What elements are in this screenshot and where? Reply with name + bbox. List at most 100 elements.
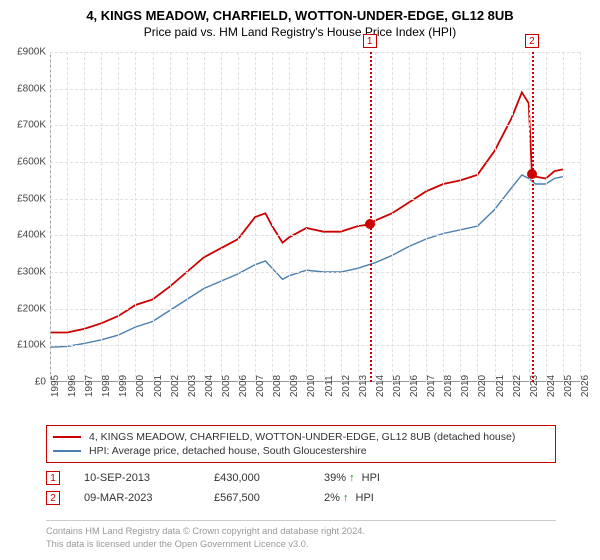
sale-date: 10-SEP-2013	[84, 472, 214, 484]
y-tick-label: £200K	[17, 303, 46, 314]
gridline-h	[50, 272, 580, 273]
gridline-v	[238, 52, 239, 382]
chart-title-address: 4, KINGS MEADOW, CHARFIELD, WOTTON-UNDER…	[0, 0, 600, 23]
x-tick-label: 2016	[409, 375, 420, 397]
footer-line: Contains HM Land Registry data © Crown c…	[46, 525, 556, 538]
legend-label: 4, KINGS MEADOW, CHARFIELD, WOTTON-UNDER…	[89, 431, 515, 443]
gridline-v	[84, 52, 85, 382]
sale-number-badge: 1	[46, 471, 60, 485]
gridline-h	[50, 125, 580, 126]
x-tick-label: 2026	[580, 375, 591, 397]
y-tick-label: £400K	[17, 230, 46, 241]
sale-number-badge: 2	[46, 491, 60, 505]
gridline-v	[495, 52, 496, 382]
gridline-v	[272, 52, 273, 382]
sale-marker-badge: 1	[363, 34, 377, 48]
x-tick-label: 1998	[101, 375, 112, 397]
x-tick-label: 2025	[563, 375, 574, 397]
gridline-h	[50, 52, 580, 53]
x-tick-label: 1996	[67, 375, 78, 397]
sale-guideline	[370, 52, 372, 382]
legend-swatch	[53, 450, 81, 452]
gridline-v	[101, 52, 102, 382]
gridline-h	[50, 89, 580, 90]
gridline-v	[135, 52, 136, 382]
x-tick-label: 2007	[255, 375, 266, 397]
x-tick-label: 2017	[426, 375, 437, 397]
x-tick-label: 2020	[477, 375, 488, 397]
x-tick-label: 2012	[341, 375, 352, 397]
gridline-v	[118, 52, 119, 382]
gridline-v	[375, 52, 376, 382]
footer-attribution: Contains HM Land Registry data © Crown c…	[46, 520, 556, 550]
gridline-v	[187, 52, 188, 382]
footer-line: This data is licensed under the Open Gov…	[46, 538, 556, 551]
gridline-v	[546, 52, 547, 382]
gridline-v	[221, 52, 222, 382]
y-tick-label: £0	[35, 377, 46, 388]
sales-table: 1 10-SEP-2013 £430,000 39% ↑ HPI 2 09-MA…	[46, 468, 556, 508]
x-tick-label: 2008	[272, 375, 283, 397]
gridline-v	[255, 52, 256, 382]
x-tick-label: 2000	[135, 375, 146, 397]
gridline-h	[50, 235, 580, 236]
y-tick-label: £900K	[17, 47, 46, 58]
sales-row: 1 10-SEP-2013 £430,000 39% ↑ HPI	[46, 468, 556, 488]
gridline-h	[50, 345, 580, 346]
x-tick-label: 2018	[443, 375, 454, 397]
sale-price: £567,500	[214, 492, 324, 504]
gridline-v	[153, 52, 154, 382]
gridline-v	[324, 52, 325, 382]
x-tick-label: 2004	[204, 375, 215, 397]
sale-point-marker	[527, 169, 537, 179]
y-tick-label: £100K	[17, 340, 46, 351]
x-tick-label: 2019	[460, 375, 471, 397]
gridline-v	[426, 52, 427, 382]
gridline-h	[50, 162, 580, 163]
x-tick-label: 1997	[84, 375, 95, 397]
x-tick-label: 2011	[324, 375, 335, 397]
x-tick-label: 2001	[153, 375, 164, 397]
gridline-v	[529, 52, 530, 382]
gridline-v	[409, 52, 410, 382]
x-tick-label: 2010	[306, 375, 317, 397]
up-arrow-icon: ↑	[343, 492, 349, 504]
gridline-v	[341, 52, 342, 382]
x-tick-label: 1999	[118, 375, 129, 397]
sale-price: £430,000	[214, 472, 324, 484]
x-tick-label: 2021	[495, 375, 506, 397]
sales-row: 2 09-MAR-2023 £567,500 2% ↑ HPI	[46, 488, 556, 508]
x-tick-label: 2003	[187, 375, 198, 397]
legend-label: HPI: Average price, detached house, Sout…	[89, 445, 367, 457]
gridline-v	[289, 52, 290, 382]
legend-item: 4, KINGS MEADOW, CHARFIELD, WOTTON-UNDER…	[53, 430, 549, 444]
up-arrow-icon: ↑	[349, 472, 355, 484]
gridline-v	[67, 52, 68, 382]
y-tick-label: £800K	[17, 83, 46, 94]
gridline-v	[563, 52, 564, 382]
gridline-v	[477, 52, 478, 382]
sale-date: 09-MAR-2023	[84, 492, 214, 504]
legend-box: 4, KINGS MEADOW, CHARFIELD, WOTTON-UNDER…	[46, 425, 556, 463]
gridline-h	[50, 199, 580, 200]
x-tick-label: 2006	[238, 375, 249, 397]
sale-guideline	[532, 52, 534, 382]
gridline-v	[443, 52, 444, 382]
gridline-v	[50, 52, 51, 382]
x-tick-label: 2013	[358, 375, 369, 397]
x-tick-label: 2005	[221, 375, 232, 397]
gridline-v	[392, 52, 393, 382]
y-tick-label: £500K	[17, 193, 46, 204]
x-tick-label: 2009	[289, 375, 300, 397]
line-chart-svg	[50, 52, 580, 382]
gridline-v	[170, 52, 171, 382]
sale-point-marker	[365, 219, 375, 229]
x-tick-label: 2014	[375, 375, 386, 397]
x-tick-label: 2022	[512, 375, 523, 397]
gridline-v	[460, 52, 461, 382]
x-tick-label: 2023	[529, 375, 540, 397]
gridline-v	[512, 52, 513, 382]
legend-item: HPI: Average price, detached house, Sout…	[53, 444, 549, 458]
gridline-v	[580, 52, 581, 382]
y-tick-label: £600K	[17, 157, 46, 168]
